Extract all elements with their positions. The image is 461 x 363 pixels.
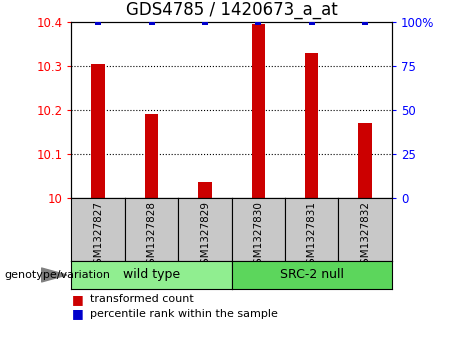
Text: percentile rank within the sample: percentile rank within the sample [90, 309, 278, 319]
Text: GSM1327831: GSM1327831 [307, 201, 317, 271]
Text: GSM1327828: GSM1327828 [147, 201, 157, 271]
Text: GSM1327832: GSM1327832 [360, 201, 370, 271]
Bar [359, 123, 372, 198]
Bar [198, 183, 212, 198]
Text: ■: ■ [71, 307, 83, 321]
Bar [91, 64, 105, 198]
Text: GSM1327827: GSM1327827 [93, 201, 103, 271]
Text: genotype/variation: genotype/variation [5, 270, 111, 280]
Bar [305, 53, 319, 198]
Bar [145, 114, 158, 198]
Title: GDS4785 / 1420673_a_at: GDS4785 / 1420673_a_at [126, 1, 337, 19]
Text: transformed count: transformed count [90, 294, 194, 305]
Text: SRC-2 null: SRC-2 null [280, 269, 344, 281]
Text: ■: ■ [71, 293, 83, 306]
Bar [252, 24, 265, 198]
Text: GSM1327830: GSM1327830 [254, 201, 263, 271]
Text: GSM1327829: GSM1327829 [200, 201, 210, 271]
Text: wild type: wild type [123, 269, 180, 281]
Polygon shape [41, 268, 67, 282]
